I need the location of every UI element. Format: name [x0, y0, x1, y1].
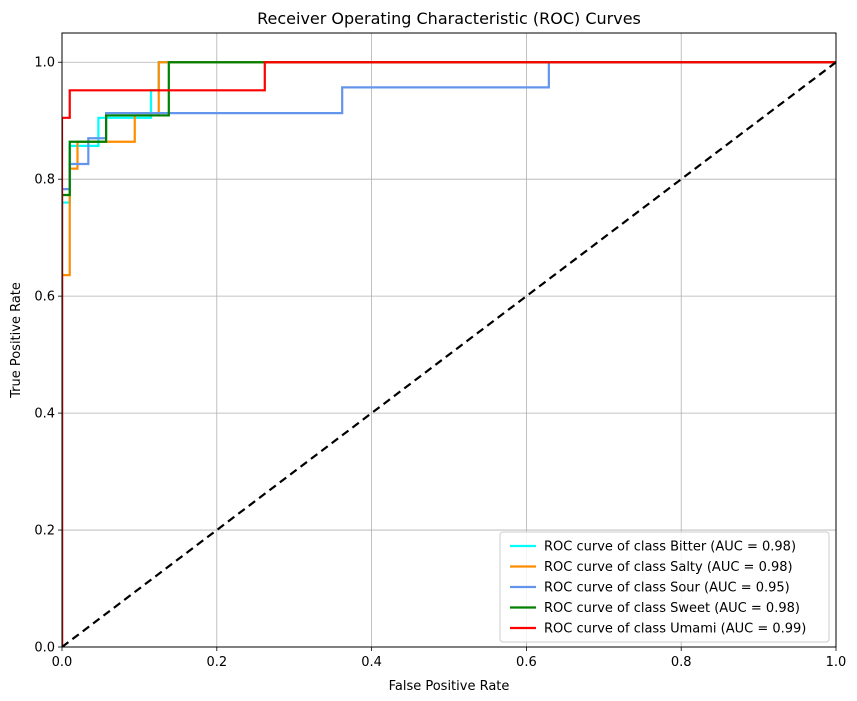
- legend-label: ROC curve of class Bitter (AUC = 0.98): [544, 540, 796, 555]
- legend-label: ROC curve of class Umami (AUC = 0.99): [544, 622, 806, 637]
- y-tick-label: 1.0: [34, 56, 55, 71]
- x-tick-label: 0.0: [52, 655, 73, 670]
- series-layer: [62, 61, 836, 647]
- x-axis-label: False Positive Rate: [389, 679, 510, 694]
- y-ticks: 0.0 0.2 0.4 0.6 0.8 1.0: [34, 56, 62, 656]
- legend-label: ROC curve of class Salty (AUC = 0.98): [544, 560, 793, 575]
- x-tick-label: 0.2: [206, 655, 227, 670]
- legend-box: [499, 531, 830, 643]
- x-tick-label: 0.6: [516, 655, 537, 670]
- legend: ROC curve of class Bitter (AUC = 0.98) RO…: [499, 531, 830, 643]
- chance-reference-line: [62, 61, 836, 647]
- y-axis-label: True Positive Rate: [9, 282, 24, 399]
- x-ticks: 0.0 0.2 0.4 0.6 0.8 1.0: [52, 647, 847, 670]
- legend-label: ROC curve of class Sweet (AUC = 0.98): [544, 601, 800, 616]
- y-tick-label: 0.4: [34, 407, 55, 422]
- grid-lines: [61, 33, 837, 648]
- plot-frame: [61, 32, 837, 648]
- y-tick-label: 0.2: [34, 524, 55, 539]
- roc-series-line-3: [62, 61, 836, 647]
- x-tick-label: 0.4: [361, 655, 382, 670]
- x-tick-label: 0.8: [671, 655, 692, 670]
- x-tick-label: 1.0: [826, 655, 847, 670]
- y-tick-label: 0.0: [34, 641, 55, 656]
- chart-title: Receiver Operating Characteristic (ROC) …: [257, 9, 641, 28]
- y-tick-label: 0.6: [34, 290, 55, 305]
- roc-series-line-4: [62, 61, 836, 647]
- y-tick-label: 0.8: [34, 173, 55, 188]
- legend-label: ROC curve of class Sour (AUC = 0.95): [544, 581, 790, 596]
